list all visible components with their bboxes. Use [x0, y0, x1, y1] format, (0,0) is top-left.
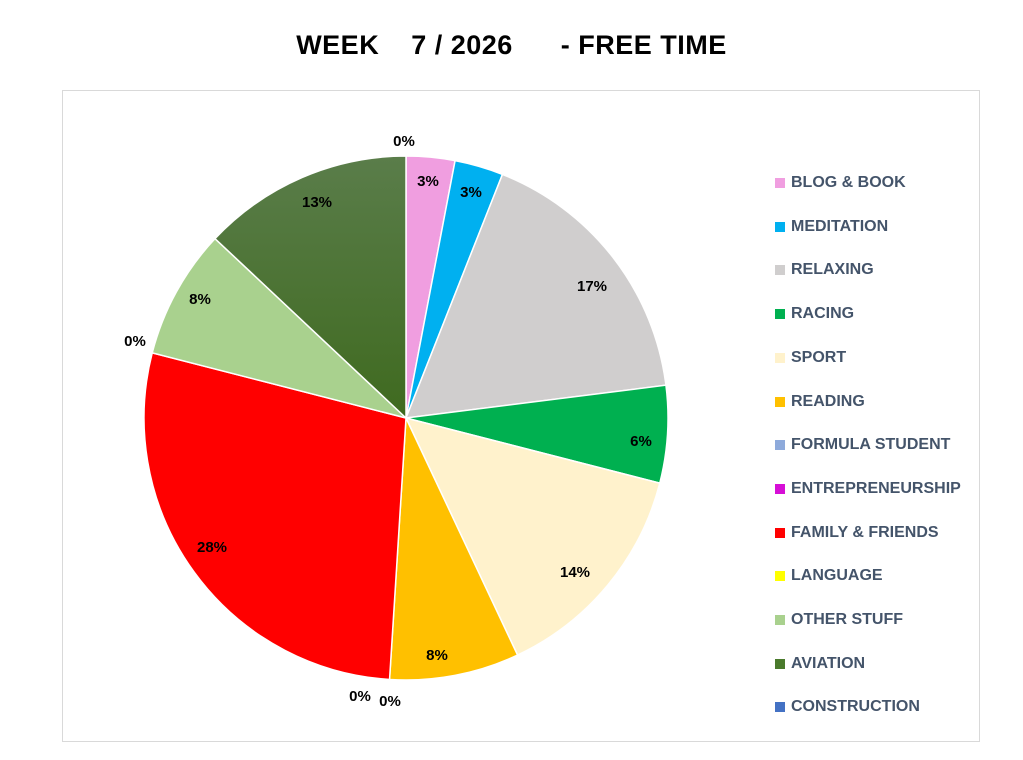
legend-item-family-and-friends: FAMILY & FRIENDS [775, 522, 939, 544]
pie-slices [143, 155, 669, 681]
data-label-reading: 8% [426, 647, 448, 664]
pie-slice-reading [388, 417, 519, 681]
legend-swatch-aviation [775, 658, 785, 669]
legend-label-meditation: MEDITATION [791, 217, 889, 235]
legend-label-formula-student: FORMULA STUDENT [791, 436, 951, 454]
legend-swatch-family-and-friends [775, 527, 785, 538]
legend-label-reading: READING [791, 392, 865, 410]
legend-item-sport: SPORT [775, 347, 846, 369]
pie-slice-relaxing [404, 173, 667, 419]
chart-area [62, 90, 980, 742]
data-label-other-stuff: 8% [189, 291, 211, 308]
legend-label-family-and-friends: FAMILY & FRIENDS [791, 523, 939, 541]
data-label-sport: 14% [560, 564, 590, 581]
data-label-construction: 0% [393, 133, 415, 150]
legend-label-aviation: AVIATION [791, 654, 866, 672]
legend-item-meditation: MEDITATION [775, 216, 888, 238]
legend-label-relaxing: RELAXING [791, 261, 874, 279]
legend-item-aviation: AVIATION [775, 653, 865, 675]
legend-swatch-formula-student [775, 440, 785, 451]
legend-swatch-reading [775, 396, 785, 407]
pie-data-labels: 3% 3% 17% 6% 14% 8% 0% 0% 28% 0% 8% 13% 0% [124, 133, 652, 710]
pie-slice-aviation [213, 155, 407, 420]
legend-swatch-relaxing [775, 265, 785, 276]
legend-label-racing: RACING [791, 305, 855, 323]
legend-swatch-meditation [775, 221, 785, 232]
data-label-family-and-friends: 28% [197, 539, 227, 556]
data-label-formula-student: 0% [379, 693, 401, 710]
pie-slice-family-and-friends [143, 351, 407, 681]
data-label-relaxing: 17% [577, 278, 607, 295]
legend-label-construction: CONSTRUCTION [791, 698, 920, 716]
legend-item-entrepreneurship: ENTREPRENEURSHIP [775, 478, 961, 500]
legend-label-language: LANGUAGE [791, 567, 883, 585]
pie-slice-other-stuff [151, 237, 407, 419]
data-label-aviation: 13% [302, 194, 332, 211]
data-label-blog-and-book: 3% [417, 173, 439, 190]
legend-item-other-stuff: OTHER STUFF [775, 609, 903, 631]
legend-item-language: LANGUAGE [775, 565, 883, 587]
legend-swatch-racing [775, 309, 785, 320]
legend-swatch-other-stuff [775, 615, 785, 625]
legend-label-blog-and-book: BLOG & BOOK [791, 174, 906, 191]
legend-item-reading: READING [775, 391, 865, 413]
chart-title: WEEK 7 / 2026 - FREE TIME [296, 30, 727, 60]
legend-item-formula-student: FORMULA STUDENT [775, 434, 950, 456]
legend-swatch-language [775, 571, 785, 582]
legend-item-blog-and-book: BLOG & BOOK [775, 172, 906, 194]
data-label-meditation: 3% [460, 184, 482, 201]
pie-slice-sport [404, 416, 661, 657]
legend-label-sport: SPORT [791, 348, 847, 366]
legend-swatch-blog-and-book [775, 178, 785, 188]
data-label-entrepreneurship: 0% [349, 688, 371, 705]
legend-swatch-entrepreneurship [775, 483, 785, 494]
legend-label-other-stuff: OTHER STUFF [791, 611, 903, 628]
legend-item-construction: CONSTRUCTION [775, 696, 920, 718]
data-label-racing: 6% [630, 433, 652, 450]
legend-item-relaxing: RELAXING [775, 259, 874, 281]
legend-item-racing: RACING [775, 303, 854, 325]
legend-swatch-construction [775, 702, 785, 713]
data-label-language: 0% [124, 333, 146, 350]
legend-label-entrepreneurship: ENTREPRENEURSHIP [791, 479, 961, 497]
legend-swatch-sport [775, 352, 785, 363]
